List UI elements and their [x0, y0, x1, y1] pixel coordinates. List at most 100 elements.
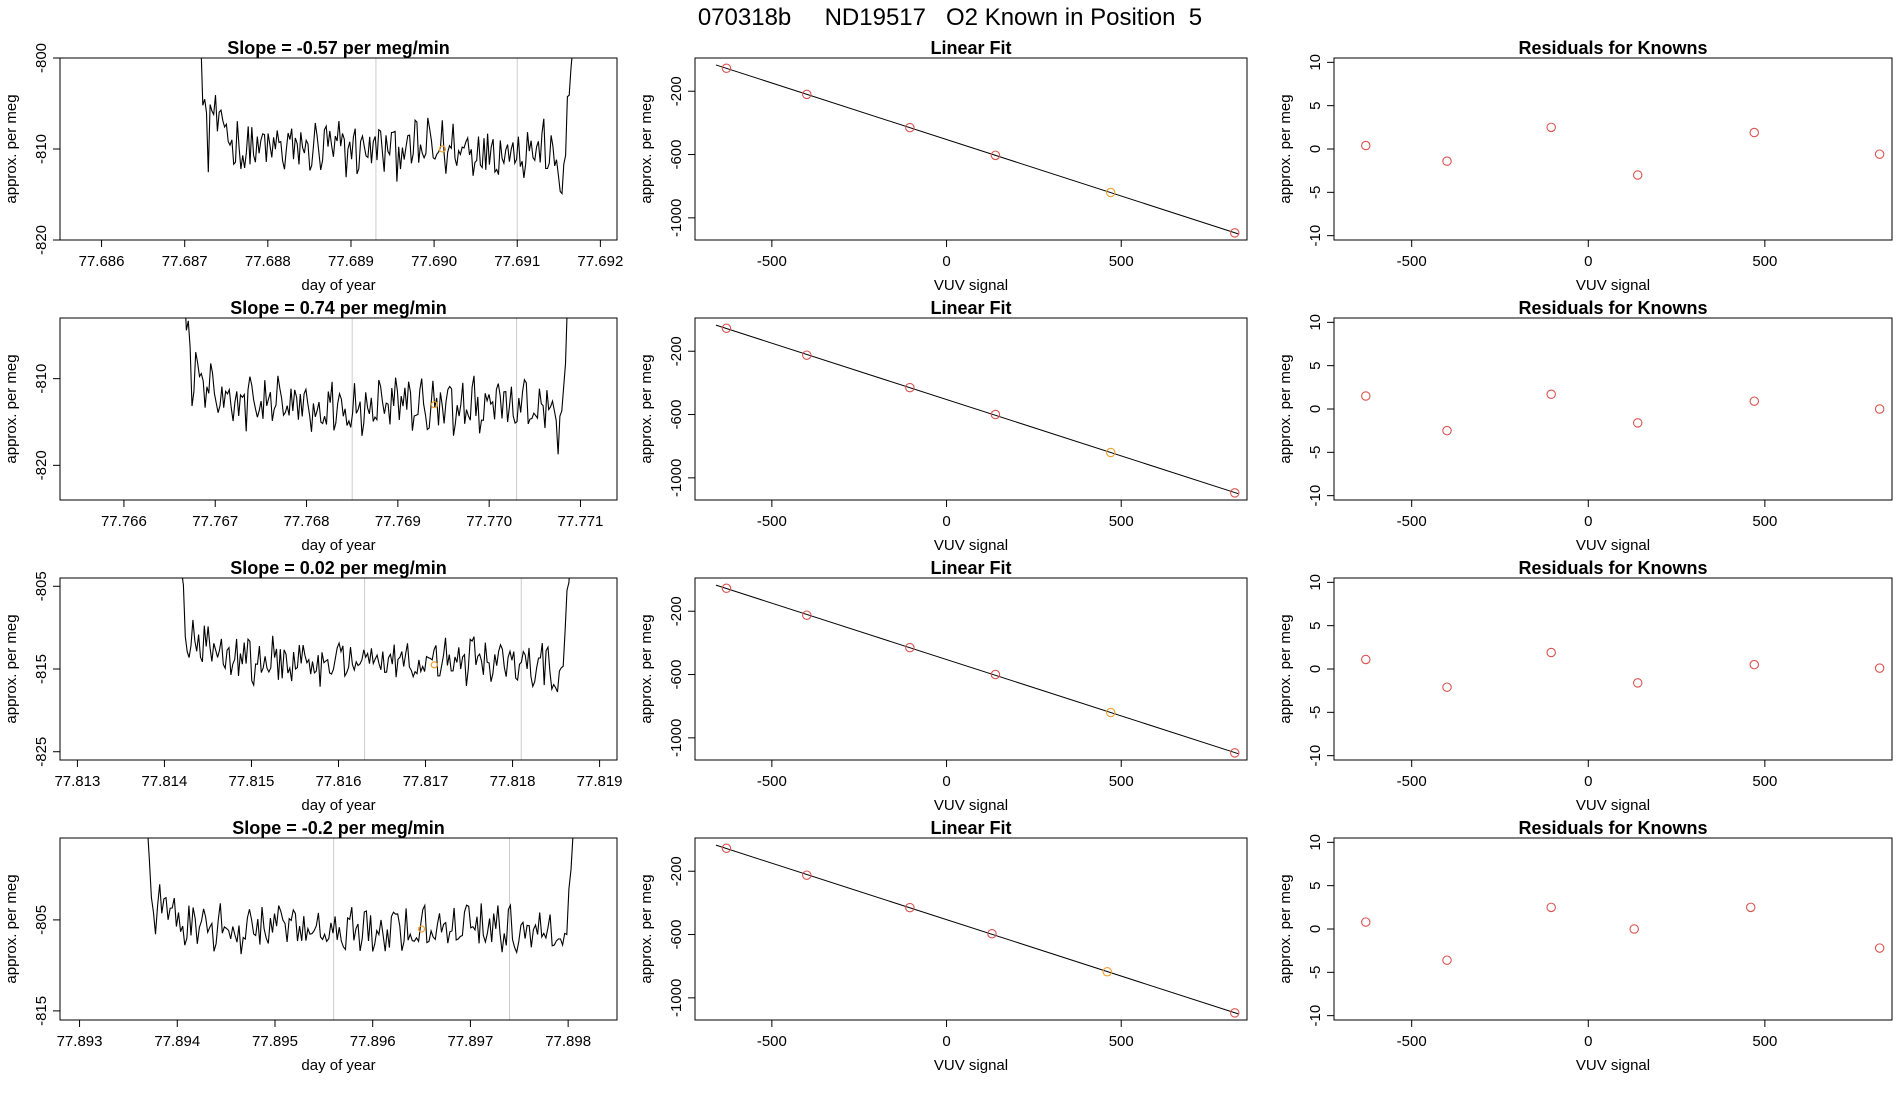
x-tick-label: 77.689 [328, 253, 374, 270]
data-point [721, 63, 732, 74]
y-tick-label: -10 [1307, 485, 1324, 507]
y-tick-label: 0 [1307, 925, 1324, 933]
y-tick-label: 10 [1307, 834, 1324, 851]
chart-time-row-1: Slope = 0.74 per meg/min day of year appro… [3, 298, 618, 554]
data-point [1749, 659, 1760, 670]
x-tick-label: -500 [1397, 513, 1427, 530]
plot-area [200, 58, 573, 240]
highlight-point [1102, 966, 1113, 977]
x-tick-label: 77.818 [490, 773, 536, 790]
x-tick-label: 77.768 [284, 513, 330, 530]
x-tick-label: 500 [1109, 1033, 1134, 1050]
x-axis-label: VUV signal [1576, 277, 1650, 294]
y-tick-label: 0 [1307, 145, 1324, 153]
page-title: 070318b ND19517 O2 Known in Position 5 [697, 4, 1203, 31]
y-tick-label: 0 [1307, 405, 1324, 413]
x-tick-label: 77.815 [229, 773, 275, 790]
x-tick-label: -500 [1397, 1033, 1427, 1050]
y-tick-label: -1000 [668, 459, 685, 497]
x-tick-label: 77.766 [101, 513, 147, 530]
data-point [990, 409, 1001, 420]
y-tick-label: -800 [33, 43, 50, 73]
chart-title: Slope = -0.2 per meg/min [232, 818, 445, 838]
chart-time-row-2: Slope = 0.02 per meg/min day of year appro… [3, 558, 623, 814]
chart-title: Residuals for Knowns [1518, 558, 1707, 578]
chart-title: Residuals for Knowns [1518, 818, 1707, 838]
data-point [1361, 391, 1371, 401]
x-axis-label: day of year [301, 537, 375, 554]
x-tick-label: 0 [1584, 1033, 1592, 1050]
data-point [905, 902, 915, 913]
y-tick-label: -810 [33, 364, 50, 394]
x-tick-label: 77.770 [466, 513, 512, 530]
y-tick-label: 5 [1307, 621, 1324, 629]
y-tick-label: 5 [1307, 361, 1324, 369]
highlight-point [438, 145, 447, 153]
chart-resid-row-1: Residuals for Knowns VUV signal approx. pe… [1277, 298, 1893, 554]
x-tick-label: 500 [1752, 253, 1777, 270]
y-tick-label: 0 [1307, 665, 1324, 673]
plot-frame [1333, 577, 1893, 761]
data-point [1546, 902, 1556, 913]
data-point [1230, 1008, 1240, 1018]
plot-frame [1333, 837, 1893, 1021]
y-tick-label: 10 [1307, 574, 1324, 591]
y-tick-label: -1000 [668, 719, 685, 757]
data-point [905, 382, 915, 393]
y-axis-label: approx. per meg [1277, 94, 1294, 203]
data-point [990, 669, 1001, 680]
x-tick-label: 77.895 [252, 1033, 298, 1050]
y-tick-label: 5 [1307, 101, 1324, 109]
x-axis-label: day of year [301, 797, 375, 814]
y-tick-label: -5 [1307, 446, 1324, 459]
y-axis-label: approx. per meg [638, 614, 655, 723]
y-tick-label: -815 [33, 996, 50, 1026]
x-tick-label: 77.686 [79, 253, 125, 270]
x-tick-label: 77.893 [57, 1033, 103, 1050]
plot-area [715, 323, 1240, 498]
y-axis-label: approx. per meg [3, 874, 20, 983]
fit-line [715, 64, 1239, 235]
plot-area [181, 578, 570, 760]
plot-area [1361, 647, 1885, 692]
data-point [1230, 488, 1240, 498]
y-tick-label: -10 [1307, 225, 1324, 247]
data-point [1745, 902, 1756, 913]
x-tick-label: -500 [757, 1033, 787, 1050]
x-tick-label: 77.896 [350, 1033, 396, 1050]
x-tick-label: 77.898 [545, 1033, 591, 1050]
x-tick-label: 77.769 [375, 513, 421, 530]
data-point [1749, 396, 1760, 406]
y-tick-label: 10 [1307, 314, 1324, 331]
x-tick-label: 0 [942, 253, 950, 270]
data-point [990, 150, 1001, 161]
chart-fit-row-2: Linear Fit VUV signal approx. per meg -500 0… [638, 558, 1248, 814]
data-point [1749, 127, 1760, 138]
chart-title: Linear Fit [930, 818, 1011, 838]
plot-area [185, 318, 568, 500]
y-tick-label: -820 [33, 450, 50, 480]
y-tick-label: -5 [1307, 186, 1324, 199]
data-point [802, 610, 812, 620]
y-tick-label: -5 [1307, 706, 1324, 719]
x-axis-label: VUV signal [934, 537, 1008, 554]
plot-frame [694, 837, 1248, 1021]
x-tick-label: 77.813 [54, 773, 100, 790]
chart-title: Linear Fit [930, 38, 1011, 58]
series-line [147, 838, 574, 955]
x-tick-label: -500 [1397, 253, 1427, 270]
highlight-point [430, 401, 438, 409]
y-tick-label: -600 [668, 660, 685, 690]
chart-resid-row-0: Residuals for Knowns VUV signal approx. pe… [1277, 38, 1893, 294]
y-tick-label: -825 [33, 737, 50, 767]
data-point [1361, 140, 1371, 151]
chart-title: Linear Fit [930, 558, 1011, 578]
x-axis-label: VUV signal [1576, 1057, 1650, 1074]
data-point [1874, 149, 1885, 159]
y-tick-label: -815 [33, 654, 50, 684]
y-tick-label: -200 [668, 596, 685, 626]
fit-line [715, 844, 1239, 1015]
x-tick-label: 77.816 [316, 773, 362, 790]
plot-frame [59, 577, 618, 761]
chart-title: Residuals for Knowns [1518, 38, 1707, 58]
